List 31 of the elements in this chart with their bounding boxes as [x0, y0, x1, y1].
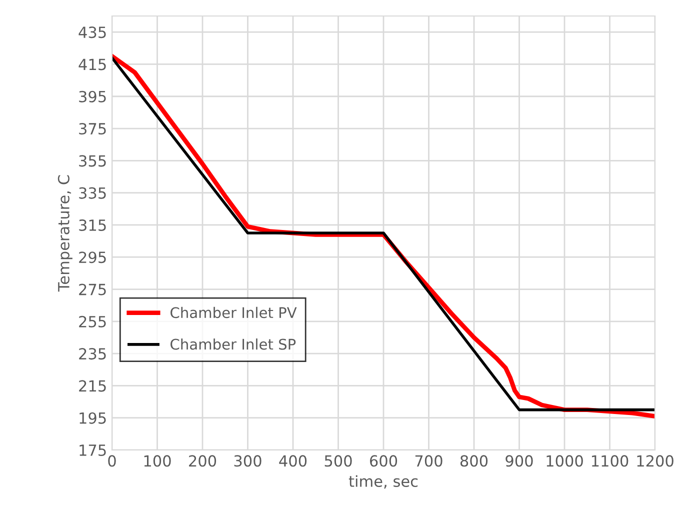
- x-tick-label: 500: [324, 455, 352, 467]
- y-tick-label: 195: [80, 412, 106, 424]
- y-tick-label: 415: [78, 58, 106, 70]
- x-tick-label: 300: [234, 455, 262, 467]
- x-tick-label: 1100: [592, 455, 628, 467]
- x-tick-label: 800: [460, 455, 488, 467]
- x-tick-label: 1200: [637, 455, 674, 467]
- x-tick-label: 100: [144, 455, 171, 467]
- y-tick-label: 275: [79, 284, 106, 296]
- x-tick-label: 400: [279, 455, 307, 467]
- y-tick-label: 335: [79, 187, 106, 199]
- y-tick-label: 395: [79, 90, 106, 102]
- y-tick-label: 435: [78, 26, 106, 38]
- x-tick-label: 700: [415, 455, 442, 467]
- y-tick-label: 355: [79, 155, 106, 167]
- y-tick-label: 315: [79, 219, 106, 231]
- x-axis-title: time, sec: [348, 475, 418, 489]
- y-tick-label: 175: [80, 444, 106, 456]
- x-tick-label: 200: [189, 455, 216, 467]
- y-axis-title: Temperature, C: [58, 175, 72, 292]
- legend-label: Chamber Inlet SP: [170, 338, 296, 350]
- y-tick-label: 295: [79, 252, 106, 264]
- x-tick-label: 600: [370, 455, 398, 467]
- y-tick-label: 375: [79, 122, 106, 135]
- x-tick-label: 0: [108, 455, 116, 467]
- y-tick-label: 215: [79, 380, 106, 392]
- legend-label: Chamber Inlet PV: [170, 306, 297, 318]
- x-tick-label: 1000: [546, 455, 583, 467]
- y-tick-label: 235: [79, 348, 106, 360]
- x-tick-label: 900: [506, 455, 533, 467]
- y-tick-label: 255: [79, 316, 106, 328]
